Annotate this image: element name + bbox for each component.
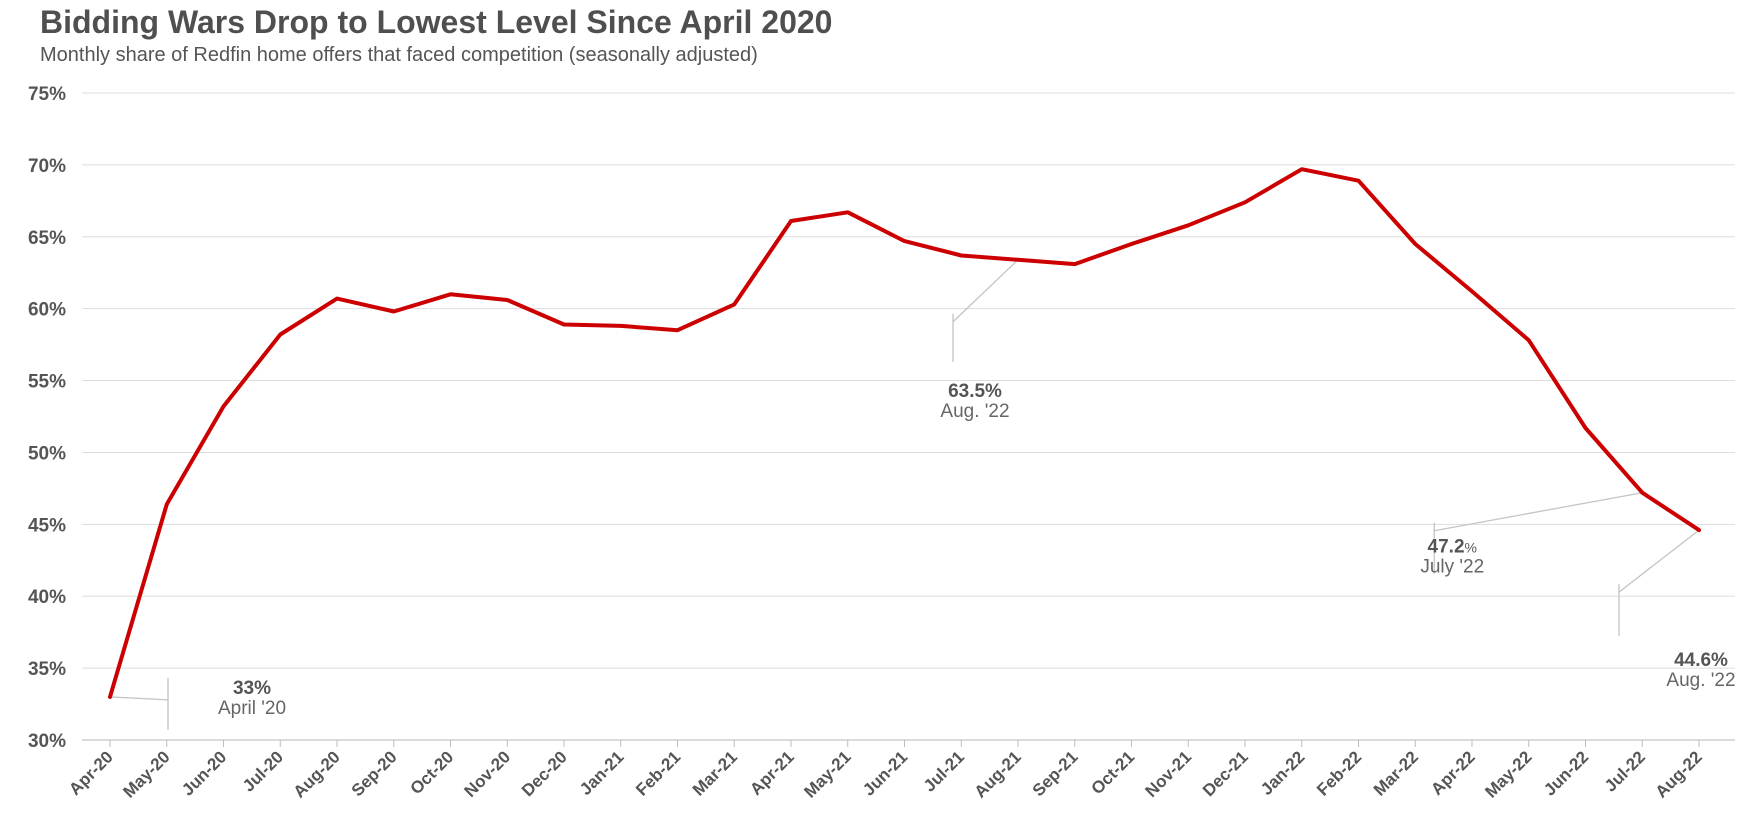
x-tick-label: Mar-21 — [689, 747, 741, 799]
y-tick-label: 50% — [28, 443, 66, 464]
annotation-label: April '20 — [218, 698, 286, 719]
x-tick-label: Nov-21 — [1142, 747, 1196, 801]
x-tick-label: Aug-20 — [290, 747, 344, 801]
y-tick-label: 40% — [28, 587, 66, 608]
x-tick-label: Feb-21 — [632, 747, 684, 799]
annotation-value: 33% — [233, 678, 271, 699]
x-tick-label: Oct-20 — [406, 747, 457, 798]
x-tick-label: Jun-20 — [178, 747, 230, 799]
annotation-leader — [1434, 492, 1643, 532]
x-tick-label: Apr-22 — [1427, 747, 1479, 799]
annotation-value: 63.5% — [948, 381, 1002, 402]
x-tick-label: Jul-22 — [1601, 747, 1649, 795]
annotation-label: Aug. '22 — [1666, 670, 1735, 691]
annotation-value: 47.2% — [1428, 537, 1477, 558]
annotation-suffix: % — [1465, 540, 1477, 556]
x-tick-label: Jan-21 — [576, 747, 628, 799]
annotation-leaders — [109, 259, 1700, 730]
annotation-value: 44.6% — [1674, 650, 1728, 671]
y-tick-label: 75% — [28, 84, 66, 105]
x-tick-label: May-22 — [1481, 747, 1535, 801]
chart-subtitle: Monthly share of Redfin home offers that… — [40, 44, 758, 66]
x-tick-label: Apr-20 — [65, 747, 117, 799]
x-tick-label: Aug-22 — [1652, 747, 1706, 801]
x-tick-label: Nov-20 — [461, 747, 515, 801]
x-tick-label: Jun-21 — [859, 747, 911, 799]
series-line — [108, 167, 1701, 699]
annotation-leader — [1618, 529, 1700, 593]
gridlines — [82, 92, 1735, 741]
x-tick-label: Apr-21 — [746, 747, 798, 799]
y-tick-label: 55% — [28, 372, 66, 393]
y-tick-label: 45% — [28, 515, 66, 536]
x-tick-label: Mar-22 — [1370, 747, 1422, 799]
x-tick-label: Sep-21 — [1029, 747, 1082, 800]
annotation-label: July '22 — [1420, 557, 1484, 578]
annotation-leader — [952, 259, 1019, 323]
y-tick-label: 70% — [28, 156, 66, 177]
x-tick-label: Dec-20 — [518, 747, 571, 800]
y-tick-label: 60% — [28, 300, 66, 321]
x-tick-label: Feb-22 — [1313, 747, 1365, 799]
y-axis-ticks: 30% 35% 40% 45% 50% 55% 60% 65% 70% 75% — [28, 84, 66, 752]
x-tick-label: May-20 — [119, 747, 173, 801]
x-tick-label: Jul-21 — [920, 747, 968, 795]
chart-title: Bidding Wars Drop to Lowest Level Since … — [40, 4, 833, 40]
annotation-label: Aug. '22 — [940, 401, 1009, 422]
x-axis-ticks: Apr-20 May-20 Jun-20 Jul-20 Aug-20 Sep-20 Oct-… — [65, 740, 1706, 802]
annotation-leader — [109, 696, 169, 701]
x-tick-label: May-21 — [800, 747, 854, 801]
x-tick-label: Jun-22 — [1540, 747, 1592, 799]
x-tick-label: Jul-20 — [239, 747, 287, 795]
x-tick-label: Aug-21 — [971, 747, 1025, 801]
x-tick-label: Oct-21 — [1087, 747, 1138, 798]
x-tick-label: Dec-21 — [1199, 747, 1252, 800]
y-tick-label: 30% — [28, 731, 66, 752]
y-tick-label: 35% — [28, 659, 66, 680]
x-tick-label: Jan-22 — [1257, 747, 1309, 799]
series-layer — [108, 167, 1701, 699]
x-tick-label: Sep-20 — [348, 747, 401, 800]
y-tick-label: 65% — [28, 228, 66, 249]
